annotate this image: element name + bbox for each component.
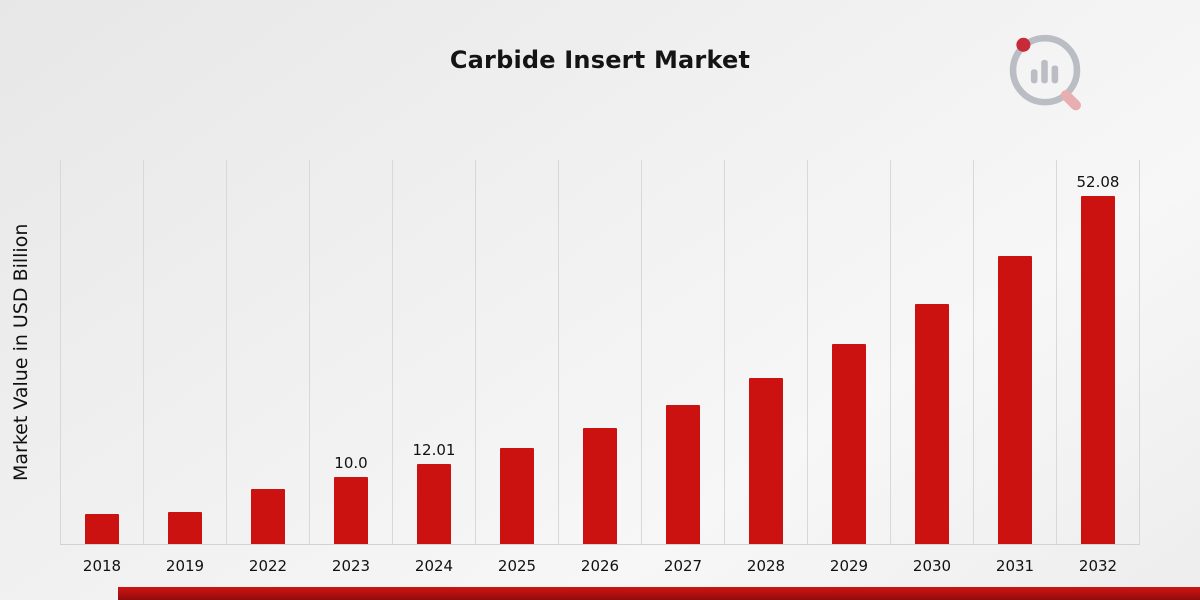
x-tick-label: 2018 — [82, 557, 122, 575]
bar-2031 — [997, 256, 1033, 544]
x-tick-label: 2030 — [912, 557, 952, 575]
x-tick-label: 2019 — [165, 557, 205, 575]
category-cell-2032: 52.08 2032 — [1056, 160, 1139, 575]
x-tick-label: 2026 — [580, 557, 620, 575]
category-cell-2028: 2028 — [724, 160, 807, 575]
bar-value-label: 12.01 — [412, 440, 456, 459]
bar-2024 — [416, 463, 452, 544]
category-cell-2024: 12.01 2024 — [392, 160, 475, 575]
bar-2026 — [582, 428, 618, 544]
y-axis-label: Market Value in USD Billion — [10, 223, 32, 482]
x-tick-label: 2022 — [248, 557, 288, 575]
x-tick-label: 2032 — [1078, 557, 1118, 575]
plot-area: 2018 2019 2022 10.0 2023 12.01 2024 2025 2026 202… — [60, 160, 1140, 575]
category-cell-2022: 2022 — [226, 160, 309, 575]
category-cell-2027: 2027 — [641, 160, 724, 575]
bar-2019 — [167, 511, 203, 544]
x-tick-label: 2024 — [414, 557, 454, 575]
x-tick-label: 2031 — [995, 557, 1035, 575]
category-cell-2025: 2025 — [475, 160, 558, 575]
category-cell-2019: 2019 — [143, 160, 226, 575]
bar-2022 — [250, 488, 286, 544]
bar-2018 — [84, 513, 120, 544]
x-tick-label: 2025 — [497, 557, 537, 575]
x-tick-label: 2023 — [331, 557, 371, 575]
category-cell-2029: 2029 — [807, 160, 890, 575]
bar-2032 — [1080, 196, 1116, 544]
bar-value-label: 10.0 — [334, 454, 368, 473]
bar-2028 — [748, 377, 784, 544]
category-cell-2026: 2026 — [558, 160, 641, 575]
category-cell-2031: 2031 — [973, 160, 1056, 575]
bar-2029 — [831, 344, 867, 544]
x-tick-label: 2029 — [829, 557, 869, 575]
market-research-future-logo-icon — [1009, 34, 1082, 111]
x-tick-label: 2028 — [746, 557, 786, 575]
category-cell-2023: 10.0 2023 — [309, 160, 392, 575]
x-tick-label: 2027 — [663, 557, 703, 575]
category-cell-2030: 2030 — [890, 160, 973, 575]
chart-title: Carbide Insert Market — [449, 46, 751, 74]
bar-2025 — [499, 447, 535, 544]
bar-value-label: 52.08 — [1076, 173, 1120, 192]
bar-2023 — [333, 477, 369, 544]
bottom-ribbon-decoration — [118, 587, 1200, 600]
category-cell-2018: 2018 — [60, 160, 143, 575]
bar-2027 — [665, 405, 701, 544]
bar-2030 — [914, 304, 950, 544]
